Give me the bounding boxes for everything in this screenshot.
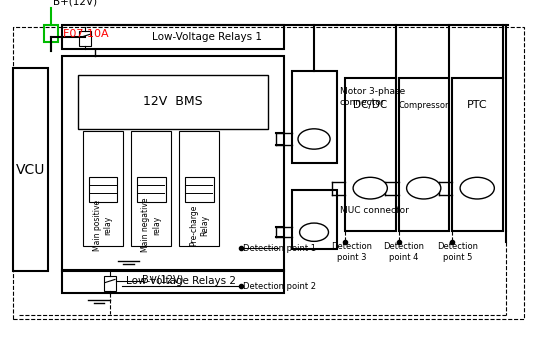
- Text: Detection point 1: Detection point 1: [243, 244, 316, 253]
- Text: Detection
point 4: Detection point 4: [384, 242, 424, 262]
- Bar: [79, 31, 91, 46]
- Circle shape: [300, 223, 328, 241]
- Bar: [399, 78, 449, 231]
- Bar: [179, 131, 219, 246]
- Text: Pre-charge
Relay: Pre-charge Relay: [189, 204, 209, 246]
- Text: 12V  BMS: 12V BMS: [143, 95, 202, 108]
- Bar: [292, 190, 337, 249]
- Bar: [104, 276, 116, 291]
- Text: F07 10A: F07 10A: [63, 29, 108, 39]
- Text: Low-Voltage Relays 2: Low-Voltage Relays 2: [126, 276, 236, 286]
- Bar: [83, 131, 123, 246]
- Circle shape: [298, 129, 330, 149]
- Bar: [62, 56, 284, 271]
- Text: VCU: VCU: [16, 162, 45, 177]
- Text: B+(12V): B+(12V): [142, 275, 184, 285]
- Text: MUC connector: MUC connector: [340, 206, 409, 215]
- Bar: [452, 78, 503, 231]
- Text: DC/DC: DC/DC: [353, 100, 388, 111]
- Text: PTC: PTC: [467, 100, 488, 111]
- Bar: [89, 177, 118, 202]
- Bar: [137, 177, 166, 202]
- Text: Main positive
relay: Main positive relay: [93, 199, 113, 251]
- Bar: [185, 177, 214, 202]
- Bar: [345, 78, 396, 231]
- Bar: [13, 27, 524, 319]
- Text: Low-Voltage Relays 1: Low-Voltage Relays 1: [152, 32, 263, 42]
- Text: Detection
point 5: Detection point 5: [437, 242, 478, 262]
- Circle shape: [353, 177, 387, 199]
- Bar: [78, 75, 268, 129]
- Circle shape: [407, 177, 441, 199]
- Bar: [131, 131, 171, 246]
- Text: Detection point 2: Detection point 2: [243, 282, 316, 291]
- Bar: [62, 270, 284, 293]
- Bar: [292, 71, 337, 163]
- Text: Motor 3-phase
connector: Motor 3-phase connector: [340, 87, 405, 106]
- Bar: [44, 25, 58, 42]
- Text: Main negative
relay: Main negative relay: [141, 198, 161, 252]
- Text: Compressor: Compressor: [399, 101, 449, 110]
- Bar: [13, 68, 48, 271]
- Circle shape: [460, 177, 494, 199]
- Bar: [62, 25, 284, 49]
- Text: Detection
point 3: Detection point 3: [332, 242, 372, 262]
- Text: B+(12V): B+(12V): [54, 0, 97, 7]
